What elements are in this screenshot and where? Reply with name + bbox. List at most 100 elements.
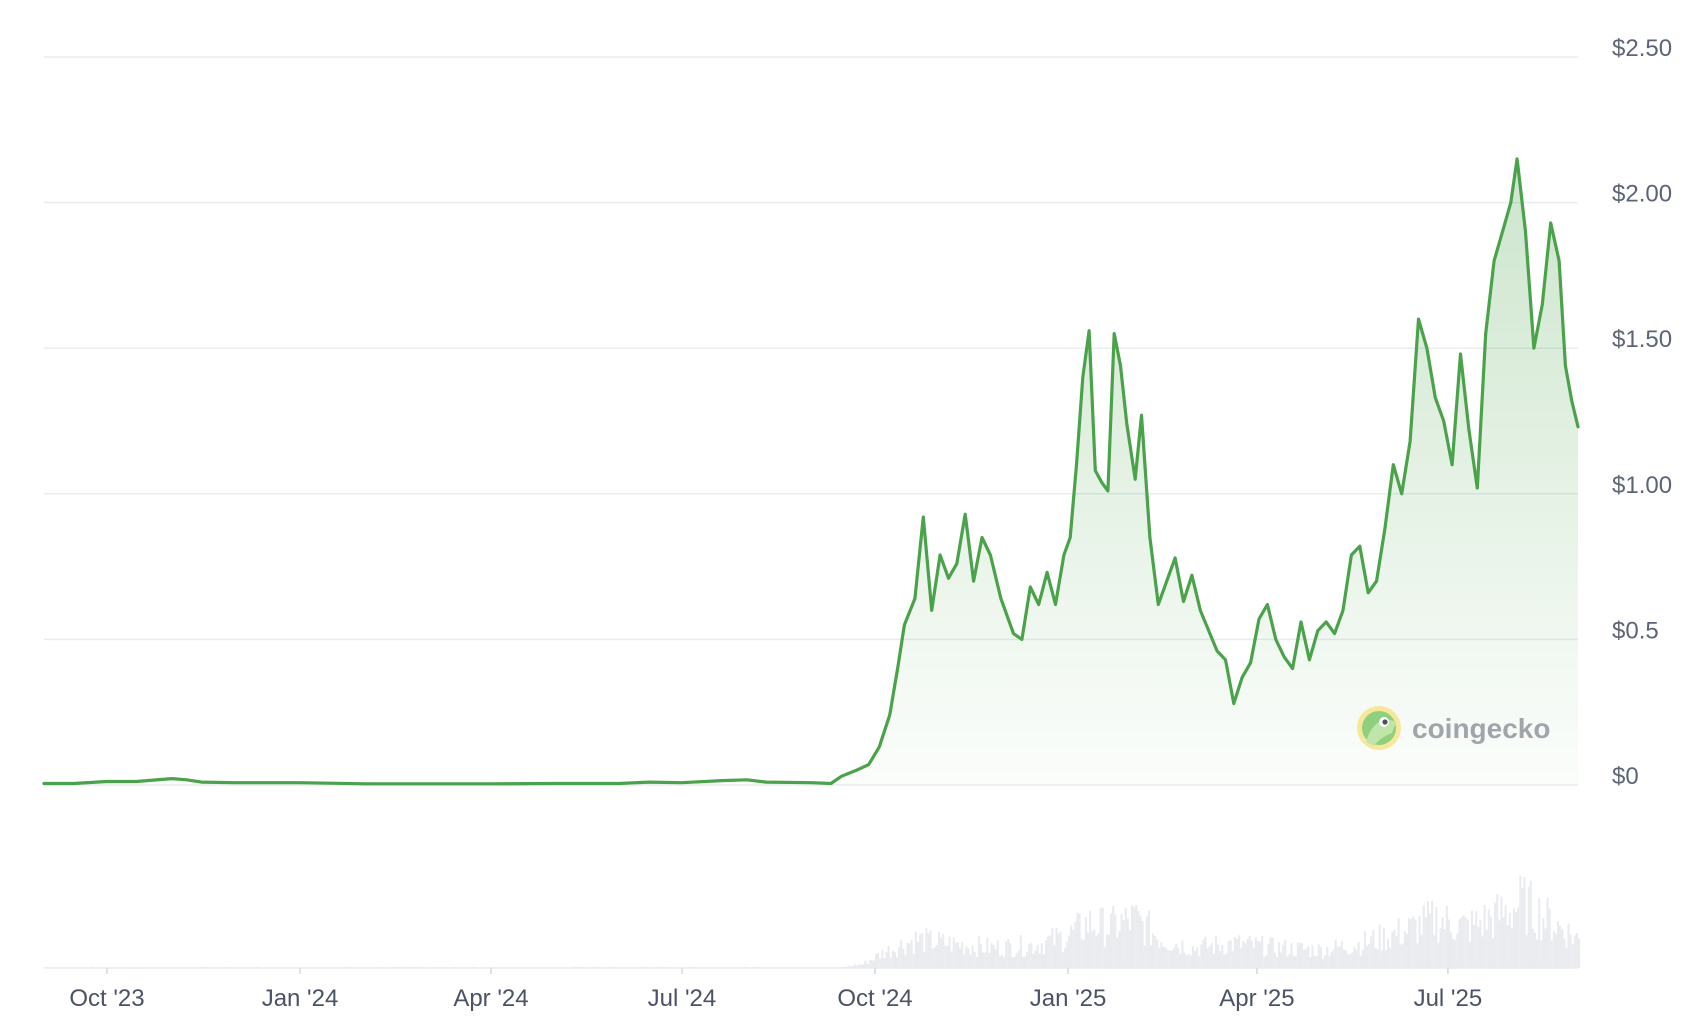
volume-bar (759, 966, 762, 968)
volume-bar (595, 966, 599, 968)
volume-bar (1538, 898, 1541, 968)
volume-bar (1460, 917, 1463, 968)
volume-bar (228, 967, 231, 968)
volume-bar (285, 967, 288, 968)
volume-bar (1183, 952, 1186, 968)
volume-bar (1363, 931, 1367, 968)
volume-bar (488, 967, 491, 968)
volume-bar (541, 967, 544, 968)
volume-bar (1208, 946, 1211, 968)
volume-bar (132, 967, 135, 968)
volume-bar (1240, 947, 1243, 968)
volume-bar (1282, 944, 1285, 968)
volume-bar (1303, 949, 1306, 968)
volume-bar (1305, 948, 1308, 968)
volume-bar (950, 951, 953, 968)
volume-bar (958, 948, 962, 968)
volume-bar (604, 967, 607, 968)
price-area-fill (44, 158, 1578, 785)
volume-bar (1221, 945, 1224, 968)
volume-bar (1175, 943, 1178, 968)
volume-bar (297, 967, 301, 968)
volume-bar (438, 967, 441, 968)
volume-bar (591, 967, 594, 968)
volume-bar (700, 967, 703, 968)
volume-bar (142, 967, 145, 968)
volume-bar (1139, 915, 1142, 968)
volume-bar (295, 967, 298, 968)
volume-bar (1445, 905, 1448, 968)
volume-bar (92, 966, 95, 968)
volume-bar (480, 967, 483, 968)
volume-bar (1187, 953, 1190, 968)
volume-bar (1030, 942, 1033, 968)
volume-bar (1013, 956, 1016, 968)
volume-bar (1292, 955, 1295, 968)
volume-bar (1437, 942, 1440, 968)
volume-bar (730, 967, 733, 968)
volume-bar (161, 967, 164, 968)
volume-bar (860, 964, 863, 968)
volume-bar (627, 967, 630, 968)
volume-bar (1206, 948, 1209, 968)
volume-bar (942, 933, 945, 968)
volume-bar (1328, 956, 1331, 968)
volume-bar (1391, 932, 1394, 968)
volume-bar (1152, 933, 1155, 968)
volume-bar (532, 967, 536, 968)
volume-bar (889, 957, 892, 968)
watermark-text: coingecko (1412, 713, 1550, 744)
volume-bar (719, 967, 722, 968)
volume-bar (83, 967, 86, 968)
volume-bar (1275, 956, 1278, 968)
volume-bar (505, 966, 508, 968)
volume-bar (608, 967, 611, 968)
volume-bar (1145, 916, 1148, 968)
volume-bar (146, 967, 149, 968)
volume-bar (675, 967, 678, 968)
volume-bar (1443, 928, 1446, 968)
volume-bar (1290, 942, 1293, 968)
volume-bar (1040, 943, 1043, 968)
volume-bar (264, 967, 267, 968)
volume-bar (1086, 932, 1090, 968)
volume-bar (1485, 930, 1488, 968)
volume-bar (1338, 946, 1341, 968)
volume-bar (119, 967, 122, 968)
volume-bar (1256, 941, 1260, 968)
volume-bar (1063, 948, 1066, 968)
volume-bar (1399, 944, 1402, 968)
volume-bar (635, 967, 638, 968)
volume-bar (816, 967, 819, 968)
volume-bar (849, 965, 852, 968)
volume-bar (677, 967, 680, 968)
volume-bar (1533, 932, 1537, 968)
volume-bar (180, 966, 183, 968)
volume-bar (113, 966, 116, 968)
volume-bar (60, 967, 63, 968)
volume-bar (514, 967, 517, 968)
volume-bar (1456, 933, 1459, 968)
volume-bar (67, 966, 70, 968)
volume-bar (765, 967, 768, 968)
volume-bar (341, 967, 345, 968)
volume-bar (625, 967, 628, 968)
volume-bar (1210, 942, 1213, 968)
volume-bar (1387, 938, 1390, 968)
volume-bar (637, 967, 640, 968)
volume-bar (1009, 943, 1012, 968)
volume-bar (1330, 952, 1333, 968)
volume-bar (988, 952, 991, 968)
volume-bar (436, 966, 439, 968)
volume-bar (1284, 939, 1287, 968)
volume-bar (994, 949, 997, 968)
volume-bar (856, 965, 859, 968)
volume-bar (289, 966, 292, 968)
volume-bar (843, 966, 846, 968)
volume-bar (1370, 936, 1373, 968)
y-tick-label: $1.50 (1612, 326, 1672, 353)
volume-bar (109, 967, 112, 968)
volume-bar (1160, 942, 1163, 968)
volume-bar (902, 948, 905, 968)
volume-bar (803, 967, 806, 968)
